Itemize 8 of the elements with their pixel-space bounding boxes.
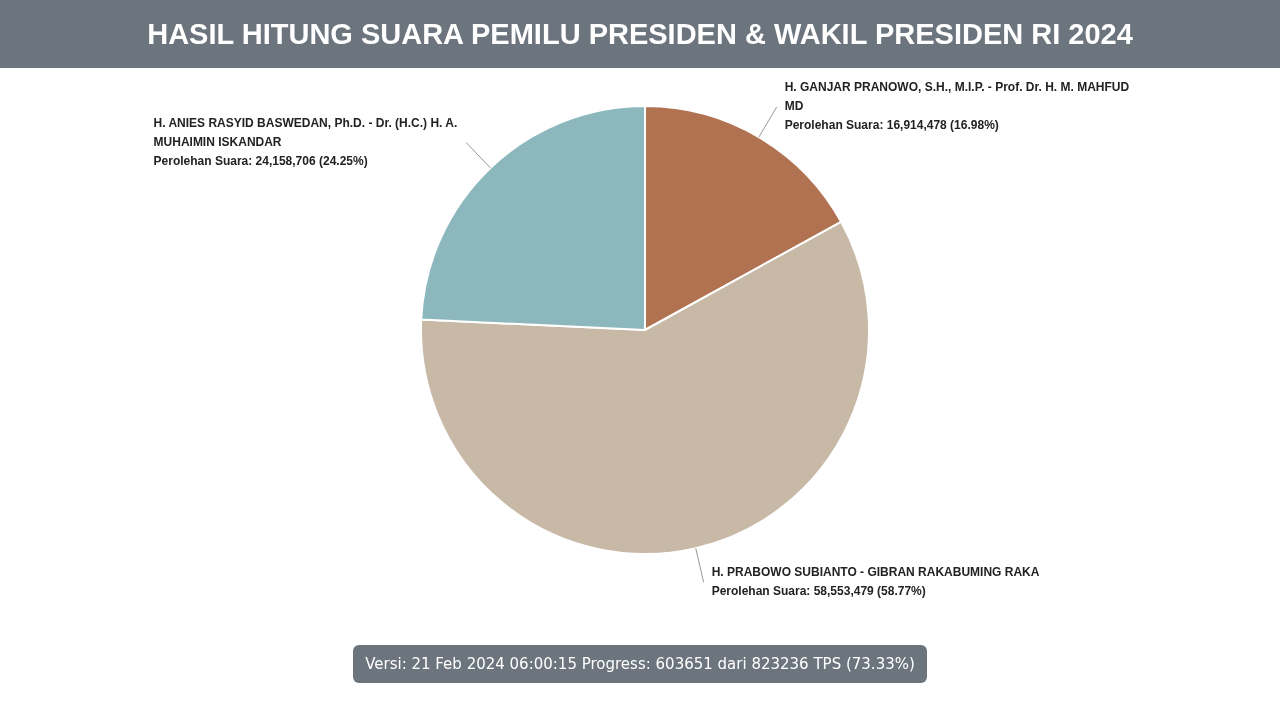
text: Versi: 21 Feb 2024 06:00:15 Progress: 603651 dari 823236 TPS (73.33%)	[353, 645, 927, 683]
chart-title: HASIL HITUNG SUARA PEMILU PRESIDEN & WAKIL PRESIDEN RI 2024	[0, 0, 1280, 68]
data-label: Perolehan Suara: 58,553,479 (58.77%)	[711, 584, 926, 599]
data-label: Perolehan Suara: 24,158,706 (24.25%)	[153, 153, 368, 168]
slice-label: H. GANJAR PRANOWO, S.H., M.I.P. - Prof. Dr. H. M. MAHFUD MD	[784, 80, 1130, 114]
data-label: Perolehan Suara: 16,914,478 (16.98%)	[784, 118, 999, 133]
slice-label: H. PRABOWO SUBIANTO - GIBRAN RAKABUMING RAKA	[711, 565, 1040, 580]
slice-label: H. ANIES RASYID BASWEDAN, Ph.D. - Dr. (H.C.) H. A. MUHAIMIN ISKANDAR	[153, 115, 458, 149]
